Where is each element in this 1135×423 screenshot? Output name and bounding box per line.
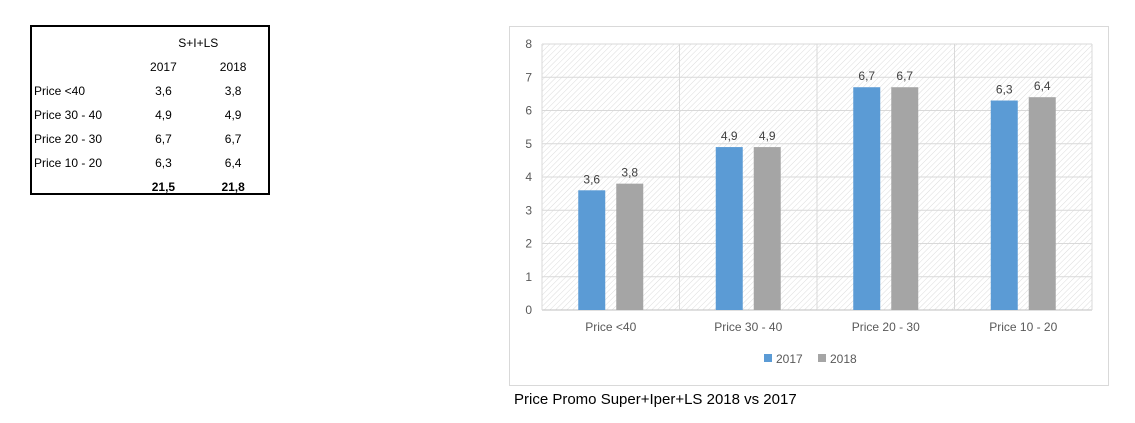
table-grid: S+I+LS 2017 2018 Price <40 3,6 3,8 Price…: [32, 31, 268, 199]
table-row: Price 10 - 20 6,3 6,4: [32, 151, 268, 175]
total-2017: 21,5: [151, 180, 176, 194]
legend-label-2017: 2017: [776, 352, 803, 366]
table-row: Price <40 3,6 3,8: [32, 79, 268, 103]
bar-2017: [990, 100, 1018, 311]
chart-caption: Price Promo Super+Iper+LS 2018 vs 2017: [514, 391, 797, 408]
y-tick-label: 4: [525, 170, 532, 184]
bar-2018: [891, 87, 919, 310]
data-label: 6,3: [996, 83, 1013, 97]
table-group-header-row: S+I+LS: [32, 31, 268, 55]
column-header-2018: 2018: [219, 60, 247, 74]
cell-2017: 6,3: [155, 156, 172, 170]
bar-2018: [616, 183, 644, 310]
axes: 0 1 2 3 4 5 6 7 8 Price <40 Price 30 - 40 Price 20 …: [525, 37, 1057, 334]
bar-2018: [753, 147, 781, 310]
cell-2017: 6,7: [155, 132, 172, 146]
bar-2018: [1028, 97, 1056, 310]
data-label: 4,9: [759, 129, 776, 143]
x-tick-label: Price 20 - 30: [852, 320, 920, 334]
column-header-2017: 2017: [150, 60, 177, 74]
cell-2017: 3,6: [155, 84, 172, 98]
cell-2018: 4,9: [224, 108, 242, 122]
table-row: Price 30 - 40 4,9 4,9: [32, 103, 268, 127]
row-label: Price 30 - 40: [34, 108, 103, 122]
legend-swatch-2017: [764, 354, 772, 362]
y-tick-label: 6: [525, 104, 532, 118]
row-label: Price <40: [34, 84, 86, 98]
total-2018: 21,8: [221, 180, 245, 194]
data-label: 3,6: [583, 172, 600, 186]
y-tick-label: 1: [525, 270, 532, 284]
cell-2017: 4,9: [155, 108, 172, 122]
cell-2018: 6,7: [224, 132, 242, 146]
cell-2018: 3,8: [224, 84, 242, 98]
row-label: Price 20 - 30: [34, 132, 103, 146]
data-label: 3,8: [621, 166, 638, 180]
legend: 2017 2018: [764, 352, 857, 366]
y-tick-label: 5: [525, 137, 532, 151]
bar-chart: 0 1 2 3 4 5 6 7 8 Price <40 Price 30 - 40 Price 20 …: [525, 37, 1093, 366]
y-tick-label: 7: [525, 70, 532, 84]
chart-frame: 0 1 2 3 4 5 6 7 8 Price <40 Price 30 - 40 Price 20 …: [509, 26, 1109, 386]
legend-swatch-2018: [818, 354, 826, 362]
data-table: S+I+LS 2017 2018 Price <40 3,6 3,8 Price…: [30, 25, 270, 195]
y-tick-label: 0: [525, 303, 532, 317]
group-header: S+I+LS: [178, 36, 219, 50]
row-label: Price 10 - 20: [34, 156, 103, 170]
y-tick-label: 2: [525, 237, 532, 251]
table-header-row: 2017 2018: [32, 55, 268, 79]
bar-2017: [715, 147, 743, 310]
x-tick-label: Price 30 - 40: [714, 320, 782, 334]
y-tick-label: 8: [525, 37, 532, 51]
data-labels: 3,6 3,8 4,9 4,9 6,7 6,7 6,3 6,4: [583, 69, 1051, 186]
table-row: Price 20 - 30 6,7 6,7: [32, 127, 268, 151]
table-total-row: 21,5 21,8: [32, 175, 268, 199]
x-tick-label: Price <40: [585, 320, 636, 334]
data-label: 6,7: [896, 69, 913, 83]
legend-label-2018: 2018: [830, 352, 857, 366]
bar-2017: [578, 190, 606, 310]
x-tick-label: Price 10 - 20: [989, 320, 1057, 334]
cell-2018: 6,4: [224, 156, 242, 170]
bars: [578, 87, 1056, 311]
data-label: 4,9: [721, 129, 738, 143]
y-tick-label: 3: [525, 203, 532, 217]
bar-2017: [853, 87, 881, 310]
data-label: 6,7: [858, 69, 875, 83]
data-label: 6,4: [1034, 79, 1051, 93]
